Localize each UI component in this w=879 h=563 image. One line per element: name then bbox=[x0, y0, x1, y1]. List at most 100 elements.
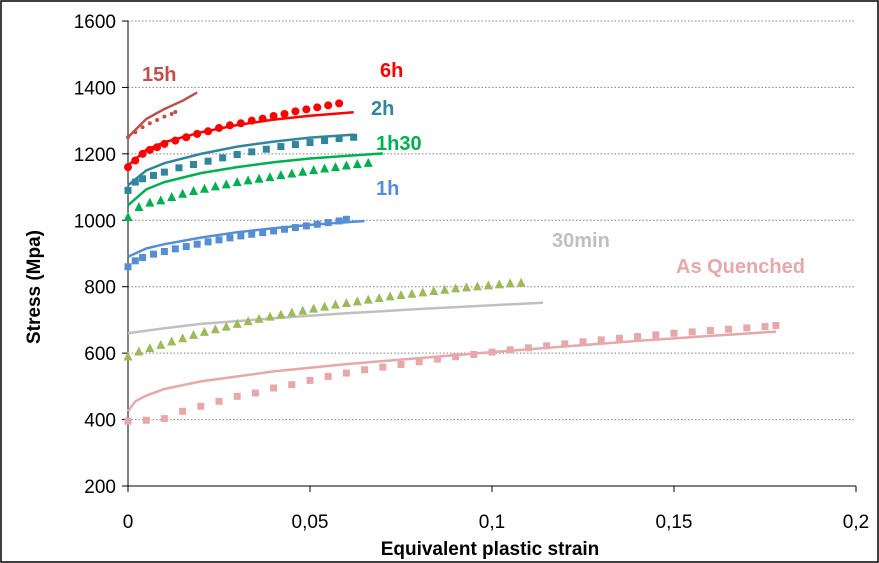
data-point-6h bbox=[313, 103, 322, 112]
data-point-30min bbox=[221, 321, 231, 331]
data-point-1h bbox=[182, 243, 190, 251]
y-tick-label: 400 bbox=[84, 411, 116, 432]
y-tick-label: 1000 bbox=[74, 211, 116, 232]
data-point-as-quenched bbox=[124, 417, 132, 425]
data-point-30min bbox=[178, 333, 188, 343]
data-point-as-quenched bbox=[379, 363, 387, 371]
data-point-as-quenched bbox=[725, 325, 733, 333]
data-point-30min bbox=[156, 339, 166, 349]
data-point-2h bbox=[160, 168, 168, 176]
data-point-as-quenched bbox=[670, 329, 678, 337]
data-point-2h bbox=[190, 160, 198, 168]
data-point-1h30 bbox=[298, 166, 308, 176]
data-point-1h bbox=[193, 240, 201, 248]
x-axis-title: Equivalent plastic strain bbox=[381, 539, 600, 560]
data-point-1h bbox=[302, 222, 310, 230]
data-point-as-quenched bbox=[233, 392, 241, 400]
data-point-15h bbox=[155, 117, 160, 122]
data-point-as-quenched bbox=[452, 353, 460, 361]
data-point-2h bbox=[139, 175, 147, 183]
data-point-30min bbox=[341, 297, 351, 307]
data-point-30min bbox=[418, 287, 428, 297]
data-point-as-quenched bbox=[506, 346, 514, 354]
data-point-1h30 bbox=[145, 197, 155, 207]
data-point-as-quenched bbox=[597, 336, 605, 344]
data-point-2h bbox=[175, 164, 183, 172]
data-point-2h bbox=[131, 178, 139, 186]
data-point-30min bbox=[385, 291, 395, 301]
data-point-1h30 bbox=[254, 173, 264, 183]
data-point-6h bbox=[302, 105, 311, 114]
fit-curve-as-quenched bbox=[126, 330, 776, 413]
data-point-2h bbox=[219, 154, 227, 162]
data-point-as-quenched bbox=[288, 381, 296, 389]
data-point-1h30 bbox=[123, 211, 133, 221]
data-point-30min bbox=[429, 286, 439, 296]
data-point-as-quenched bbox=[488, 348, 496, 356]
data-point-1h bbox=[237, 232, 245, 240]
data-point-1h bbox=[131, 257, 139, 265]
data-point-2h bbox=[124, 186, 132, 194]
data-point-1h bbox=[160, 248, 168, 256]
data-point-15h bbox=[169, 112, 174, 116]
data-point-1h30 bbox=[265, 172, 275, 182]
data-point-2h bbox=[204, 157, 212, 165]
data-point-as-quenched bbox=[324, 372, 332, 380]
data-point-1h30 bbox=[134, 202, 144, 211]
series-label-1h30: 1h30 bbox=[376, 133, 422, 155]
data-point-1h30 bbox=[189, 186, 199, 196]
y-axis-title: Stress (Mpa) bbox=[24, 230, 45, 344]
y-tick-label: 1600 bbox=[74, 12, 116, 33]
data-point-30min bbox=[451, 283, 461, 293]
data-point-1h bbox=[270, 227, 278, 235]
data-point-6h bbox=[193, 129, 202, 138]
y-tick-label: 800 bbox=[84, 278, 116, 299]
data-point-2h bbox=[321, 137, 329, 145]
data-point-as-quenched bbox=[215, 397, 223, 405]
data-point-30min bbox=[254, 313, 264, 323]
data-point-15h bbox=[173, 110, 178, 115]
data-point-1h bbox=[215, 236, 223, 244]
fit-curve-30min bbox=[127, 301, 544, 335]
x-tick-label: 0 bbox=[123, 512, 134, 533]
data-point-30min bbox=[199, 326, 209, 336]
data-point-as-quenched bbox=[615, 334, 623, 342]
data-point-15h bbox=[162, 114, 167, 119]
x-tick-label: 0,15 bbox=[656, 512, 693, 533]
series-label-30min: 30min bbox=[552, 230, 610, 252]
data-point-as-quenched bbox=[706, 327, 714, 335]
data-point-as-quenched bbox=[579, 338, 587, 346]
data-point-as-quenched bbox=[142, 416, 150, 424]
data-point-1h bbox=[335, 217, 343, 225]
data-point-6h bbox=[153, 143, 162, 152]
data-point-30min bbox=[396, 290, 406, 300]
data-point-1h bbox=[171, 245, 179, 253]
data-point-as-quenched bbox=[524, 344, 532, 352]
data-point-30min bbox=[440, 284, 450, 294]
data-point-15h bbox=[147, 121, 152, 126]
data-point-15h bbox=[126, 135, 130, 140]
data-point-6h bbox=[215, 123, 223, 132]
data-point-6h bbox=[258, 114, 267, 123]
series-label-as-quenched: As Quenched bbox=[676, 256, 805, 278]
data-point-1h30 bbox=[330, 162, 340, 172]
x-tick-label: 0,05 bbox=[292, 512, 329, 533]
data-point-1h30 bbox=[352, 159, 362, 169]
data-point-2h bbox=[262, 145, 270, 153]
data-point-2h bbox=[149, 171, 157, 179]
data-point-2h bbox=[233, 151, 241, 159]
data-point-1h30 bbox=[199, 183, 209, 193]
data-point-15h bbox=[133, 130, 138, 135]
data-point-as-quenched bbox=[761, 323, 769, 331]
data-point-as-quenched bbox=[415, 358, 423, 366]
series-labels: 15h 6h 2h 1h30 1h 30min As Quenched bbox=[142, 60, 805, 278]
data-point-30min bbox=[407, 288, 417, 298]
data-point-30min bbox=[243, 316, 253, 326]
data-point-6h bbox=[145, 145, 154, 154]
data-point-as-quenched bbox=[561, 340, 569, 348]
data-point-6h bbox=[138, 149, 147, 158]
series-label-2h: 2h bbox=[371, 98, 394, 120]
data-point-as-quenched bbox=[743, 324, 751, 332]
data-point-as-quenched bbox=[160, 415, 168, 423]
